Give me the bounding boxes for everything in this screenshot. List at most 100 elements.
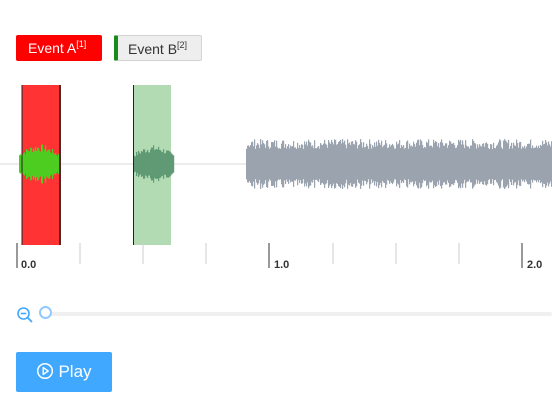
waveform-segment-c xyxy=(458,139,460,189)
waveform-segment-c xyxy=(341,143,343,185)
waveform-segment-c xyxy=(464,148,466,180)
waveform-segment-c xyxy=(483,143,485,185)
waveform-segment-c xyxy=(519,142,521,186)
waveform-segment-b xyxy=(165,153,167,175)
waveform-segment-c xyxy=(340,139,342,189)
waveform-segment-c xyxy=(284,147,286,181)
waveform-segment-c xyxy=(423,148,425,180)
waveform-segment-c xyxy=(472,139,474,189)
waveform-segment-c xyxy=(300,147,302,181)
waveform-segment-b xyxy=(138,150,140,178)
waveform-segment-c xyxy=(524,145,526,183)
waveform-segment-c xyxy=(343,142,345,186)
waveform-segment-a xyxy=(55,153,57,175)
waveform-segment-c xyxy=(310,142,312,186)
waveform-segment-c xyxy=(271,141,273,186)
waveform-segment-c xyxy=(334,139,336,189)
waveform-segment-c xyxy=(319,148,321,180)
waveform-segment-b xyxy=(144,149,146,179)
zoom-slider-track[interactable] xyxy=(40,312,552,316)
waveform[interactable] xyxy=(0,85,552,245)
play-button[interactable]: Play xyxy=(16,352,112,392)
waveform-segment-c xyxy=(542,140,544,188)
waveform-segment-c xyxy=(275,146,277,182)
waveform-segment-a xyxy=(49,149,51,179)
waveform-segment-c xyxy=(477,144,479,184)
waveform-segment-c xyxy=(467,146,469,182)
waveform-segment-c xyxy=(386,143,388,185)
waveform-segment-c xyxy=(422,144,424,184)
waveform-segment-c xyxy=(377,145,379,182)
waveform-segment-c xyxy=(502,149,504,180)
waveform-segment-c xyxy=(466,145,468,183)
waveform-segment-b xyxy=(150,149,152,179)
waveform-segment-a xyxy=(56,154,58,174)
waveform-segment-c xyxy=(484,146,486,182)
waveform-segment-c xyxy=(358,145,360,183)
waveform-segment-c xyxy=(348,143,350,185)
waveform-segment-b xyxy=(135,156,137,172)
waveform-segment-c xyxy=(478,147,480,181)
waveform-segment-c xyxy=(435,141,437,187)
waveform-segment-c xyxy=(496,145,498,182)
waveform-segment-c xyxy=(485,143,487,185)
waveform-segment-c xyxy=(379,143,381,185)
waveform-segment-c xyxy=(407,140,409,188)
waveform-segment-c xyxy=(441,139,443,189)
waveform-segment-c xyxy=(436,141,438,187)
waveform-segment-a xyxy=(43,151,45,177)
waveform-segment-c xyxy=(320,143,322,185)
waveform-segment-c xyxy=(282,140,284,188)
waveform-segment-a xyxy=(41,144,43,184)
waveform-segment-c xyxy=(492,149,494,180)
waveform-segment-c xyxy=(512,148,514,180)
waveform-segment-c xyxy=(412,146,414,182)
waveform-segment-c xyxy=(511,142,513,186)
timeline: 0.0 1.0 2.0 xyxy=(16,243,542,271)
waveform-segment-c xyxy=(351,141,353,187)
waveform-segment-c xyxy=(513,142,515,186)
waveform-segment-c xyxy=(324,139,326,188)
waveform-segment-c xyxy=(261,144,263,184)
waveform-segment-c xyxy=(437,146,439,182)
play-label: Play xyxy=(58,362,92,381)
event-a-tag[interactable]: Event A[1] xyxy=(16,35,102,61)
waveform-segment-a xyxy=(53,152,55,176)
waveform-segment-c xyxy=(465,140,467,188)
waveform-segment-c xyxy=(302,144,304,184)
waveform-segment-b xyxy=(140,153,142,175)
waveform-segment-a xyxy=(28,151,30,177)
waveform-segment-c xyxy=(315,148,317,180)
waveform-segment-c xyxy=(550,146,552,182)
waveform-segment-c xyxy=(380,145,382,183)
waveform-segment-c xyxy=(414,144,416,184)
waveform-segment-c xyxy=(304,141,306,187)
waveform-segment-b xyxy=(168,150,170,178)
waveform-segment-a xyxy=(22,154,24,174)
waveform-segment-b xyxy=(167,150,169,178)
waveform-segment-c xyxy=(345,144,347,184)
waveform-segment-b xyxy=(159,149,161,179)
waveform-segment-c xyxy=(281,143,283,185)
waveform-segment-a xyxy=(30,147,32,181)
waveform-segment-c xyxy=(438,143,440,185)
waveform-segment-c xyxy=(446,143,448,185)
waveform-segment-c xyxy=(399,140,401,188)
waveform-segment-c xyxy=(373,147,375,181)
waveform-segment-c xyxy=(329,142,331,186)
waveform-segment-c xyxy=(507,143,509,185)
waveform-segment-c xyxy=(420,139,422,189)
waveform-segment-c xyxy=(327,147,329,181)
waveform-segment-a xyxy=(51,153,53,175)
zoom-out-icon[interactable] xyxy=(16,306,34,324)
waveform-segment-c xyxy=(247,145,249,183)
event-b-tag[interactable]: Event B[2] xyxy=(114,35,202,61)
waveform-segment-b xyxy=(141,151,143,177)
waveform-segment-c xyxy=(532,145,534,183)
waveform-segment-c xyxy=(543,144,545,184)
zoom-slider-handle[interactable] xyxy=(39,306,52,319)
waveform-segment-c xyxy=(356,141,358,187)
waveform-segment-a xyxy=(39,150,41,178)
waveform-segment-c xyxy=(365,147,367,181)
waveform-segment-c xyxy=(292,146,294,182)
